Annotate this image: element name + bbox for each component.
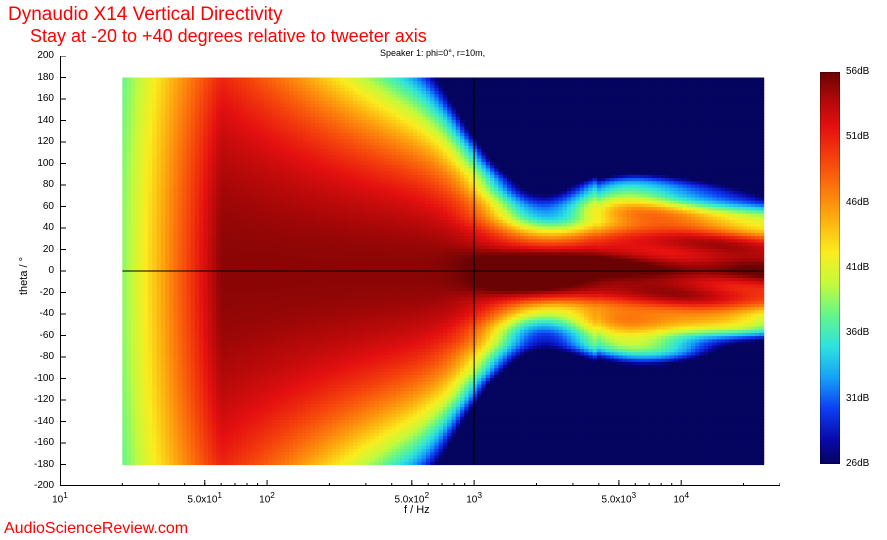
axis-tick-label: 102 — [259, 490, 275, 505]
figure-container: Dynaudio X14 Vertical Directivity Stay a… — [0, 0, 887, 540]
axis-tick-label: 101 — [52, 490, 68, 505]
colorbar-tick-label: 51dB — [846, 131, 869, 142]
axis-tick-label: 140 — [37, 115, 54, 126]
axis-tick-label: -20 — [40, 287, 54, 298]
colorbar-tick-label: 46dB — [846, 197, 869, 208]
heatmap-svg — [60, 56, 780, 486]
chart-subtitle: Stay at -20 to +40 degrees relative to t… — [30, 26, 427, 47]
axis-tick-label: -180 — [34, 459, 54, 470]
axis-tick-label: 5.0x102 — [394, 490, 429, 505]
axis-tick-label: 200 — [37, 50, 54, 61]
colorbar-tick-label: 36dB — [846, 327, 869, 338]
colorbar — [820, 72, 840, 464]
axis-tick-label: 20 — [43, 244, 54, 255]
chart-title: Dynaudio X14 Vertical Directivity — [8, 4, 283, 26]
axis-tick-label: 120 — [37, 136, 54, 147]
axis-tick-label: 100 — [37, 158, 54, 169]
axis-tick-label: 5.0x103 — [602, 490, 637, 505]
axis-tick-label: -60 — [40, 330, 54, 341]
axis-tick-label: -140 — [34, 416, 54, 427]
colorbar-tick-label: 56dB — [846, 66, 869, 77]
y-axis-label: theta / ° — [18, 257, 30, 295]
axis-tick-label: 5.0x101 — [187, 490, 222, 505]
axis-tick-label: -200 — [34, 480, 54, 491]
axis-tick-label: 60 — [43, 201, 54, 212]
axis-tick-label: 103 — [466, 490, 482, 505]
axis-tick-label: 80 — [43, 179, 54, 190]
axis-tick-label: 180 — [37, 72, 54, 83]
axis-tick-label: 0 — [48, 265, 54, 276]
axis-tick-label: -120 — [34, 394, 54, 405]
axis-tick-label: 104 — [673, 490, 689, 505]
colorbar-tick-label: 41dB — [846, 262, 869, 273]
footer-credit: AudioScienceReview.com — [4, 520, 188, 538]
directivity-heatmap — [60, 56, 780, 486]
axis-tick-label: -40 — [40, 308, 54, 319]
axis-tick-label: -100 — [34, 373, 54, 384]
colorbar-svg — [820, 72, 840, 464]
x-axis-label: f / Hz — [404, 504, 430, 516]
colorbar-tick-label: 26dB — [846, 458, 869, 469]
colorbar-tick-label: 31dB — [846, 393, 869, 404]
axis-tick-label: 160 — [37, 93, 54, 104]
axis-tick-label: -80 — [40, 351, 54, 362]
axis-tick-label: 40 — [43, 222, 54, 233]
axis-tick-label: -160 — [34, 437, 54, 448]
